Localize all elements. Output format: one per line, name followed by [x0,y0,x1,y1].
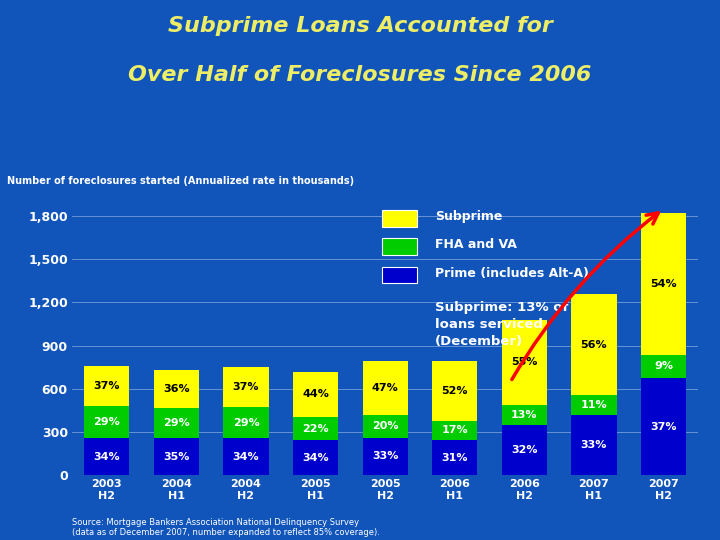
Bar [432,361,477,421]
Text: 29%: 29% [94,417,120,427]
Text: 29%: 29% [233,418,259,428]
Text: 37%: 37% [650,422,677,431]
Bar [293,372,338,417]
Text: 36%: 36% [163,384,189,394]
Text: 37%: 37% [94,381,120,391]
Text: 34%: 34% [302,453,329,463]
Bar [223,407,269,438]
Text: 34%: 34% [233,452,259,462]
Text: 31%: 31% [441,453,468,463]
Bar [572,294,616,395]
Text: 11%: 11% [581,400,607,410]
Bar [502,320,547,405]
Text: 20%: 20% [372,421,398,431]
Bar [223,438,269,475]
FancyBboxPatch shape [382,239,417,255]
Bar [363,361,408,415]
Bar [641,213,686,355]
Bar [641,355,686,378]
Text: 52%: 52% [441,386,468,396]
Text: Number of foreclosures started (Annualized rate in thousands): Number of foreclosures started (Annualiz… [7,176,354,186]
Text: Subprime Loans Accounted for: Subprime Loans Accounted for [168,16,552,36]
Bar [502,405,547,426]
Text: 35%: 35% [163,452,189,462]
Text: Subprime: 13% of
loans serviced
(December): Subprime: 13% of loans serviced (Decembe… [436,301,569,348]
Bar [363,437,408,475]
Text: 17%: 17% [441,426,468,435]
Text: 33%: 33% [372,451,398,461]
Text: 54%: 54% [650,279,677,289]
Bar [84,438,130,475]
Text: 33%: 33% [581,440,607,450]
Bar [154,438,199,475]
Text: 56%: 56% [581,340,607,349]
Text: 22%: 22% [302,423,329,434]
Bar [432,421,477,440]
Text: Subprime: Subprime [436,211,503,224]
FancyBboxPatch shape [382,267,417,283]
Text: 47%: 47% [372,383,399,393]
Text: Source: Mortgage Bankers Association National Delinquency Survey
(data as of Dec: Source: Mortgage Bankers Association Nat… [72,518,380,537]
Text: 34%: 34% [94,451,120,462]
Text: 55%: 55% [511,357,538,367]
Bar [641,378,686,475]
Bar [363,415,408,437]
Text: FHA and VA: FHA and VA [436,239,517,252]
Bar [572,395,616,415]
Text: 13%: 13% [511,410,538,420]
Bar [223,367,269,407]
Text: 32%: 32% [511,446,538,455]
Text: 44%: 44% [302,389,329,399]
Bar [293,440,338,475]
Text: 9%: 9% [654,361,673,372]
Bar [84,366,130,406]
Text: 37%: 37% [233,382,259,392]
Bar [154,408,199,438]
Bar [572,415,616,475]
Bar [154,370,199,408]
Bar [502,426,547,475]
Text: Prime (includes Alt-A): Prime (includes Alt-A) [436,267,589,280]
Bar [293,417,338,440]
Bar [84,406,130,438]
Text: Over Half of Foreclosures Since 2006: Over Half of Foreclosures Since 2006 [128,65,592,85]
Bar [432,440,477,475]
Text: 29%: 29% [163,418,190,428]
FancyBboxPatch shape [382,211,417,227]
